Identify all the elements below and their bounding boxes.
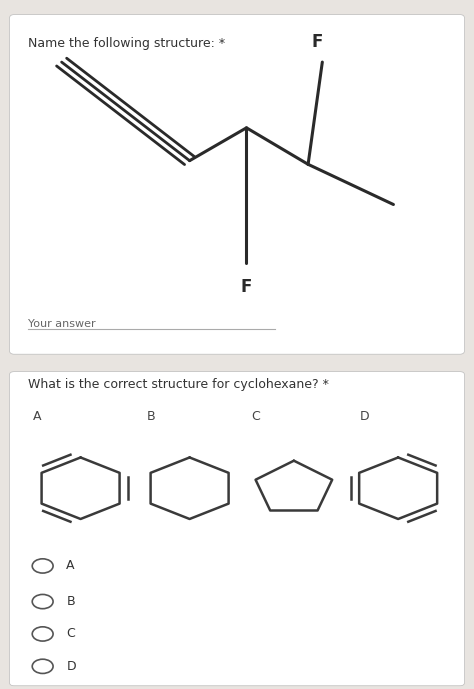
Text: F: F: [241, 278, 252, 296]
Text: D: D: [360, 411, 370, 424]
Text: F: F: [312, 33, 323, 51]
Text: What is the correct structure for cyclohexane? *: What is the correct structure for cycloh…: [28, 378, 329, 391]
Text: B: B: [66, 595, 75, 608]
FancyBboxPatch shape: [9, 14, 465, 354]
Text: D: D: [66, 660, 76, 673]
Text: B: B: [147, 411, 155, 424]
Text: Your answer: Your answer: [28, 318, 96, 329]
FancyBboxPatch shape: [9, 371, 465, 686]
Text: C: C: [66, 628, 75, 641]
Text: C: C: [251, 411, 260, 424]
Text: A: A: [33, 411, 42, 424]
Text: Name the following structure: *: Name the following structure: *: [28, 37, 226, 50]
Text: A: A: [66, 559, 75, 573]
